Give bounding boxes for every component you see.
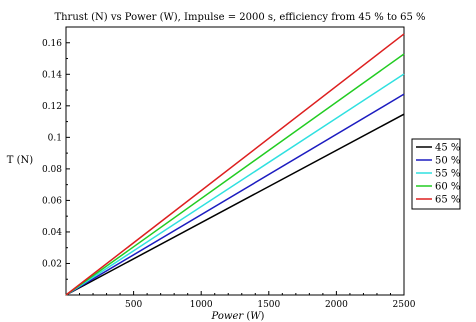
- x-axis-label-unit: W: [250, 311, 261, 322]
- y-axis-ticks: 0.02 0.04 0.06 0.08 0.1 0.12 0.14 0.16: [42, 39, 70, 280]
- y-tick-label: 0.08: [42, 165, 62, 175]
- legend-label: 50 %: [435, 156, 460, 167]
- legend-label: 45 %: [435, 143, 460, 154]
- x-axis-label-close-paren: ): [261, 311, 265, 322]
- legend-label: 65 %: [435, 195, 460, 206]
- y-tick-label: 0.1: [48, 133, 62, 143]
- y-tick-label: 0.14: [42, 70, 62, 80]
- y-tick-label: 0.12: [42, 102, 62, 112]
- y-axis-label: T (N): [7, 155, 34, 166]
- series-line-1: [65, 93, 405, 296]
- x-tick-label: 500: [125, 300, 142, 310]
- legend: 45 % 50 % 55 % 60 % 65 %: [411, 138, 461, 210]
- x-tick-label: 2000: [325, 300, 348, 310]
- series-line-0: [65, 113, 405, 296]
- plot-frame: [65, 26, 405, 296]
- y-tick-label: 0.04: [42, 228, 62, 238]
- legend-label: 55 %: [435, 169, 460, 180]
- x-axis-label-open-paren: (: [246, 311, 250, 322]
- y-tick-label: 0.02: [42, 259, 62, 269]
- x-tick-label: 1500: [257, 300, 280, 310]
- legend-box: [411, 138, 461, 210]
- y-tick-label: 0.06: [42, 196, 62, 206]
- x-axis-label: Power (W): [211, 311, 265, 322]
- x-axis-label-name: Power: [211, 311, 245, 322]
- series-line-2: [65, 73, 405, 296]
- legend-label: 60 %: [435, 182, 460, 193]
- y-tick-label: 0.16: [42, 39, 62, 49]
- series-line-3: [65, 53, 405, 296]
- series-lines: [65, 33, 405, 296]
- chart-title: Thrust (N) vs Power (W), Impulse = 2000 …: [54, 12, 425, 23]
- x-axis-ticks: 500 1000 1500 2000 2500: [79, 291, 416, 310]
- x-tick-label: 1000: [190, 300, 213, 310]
- series-line-4: [65, 33, 405, 296]
- x-tick-label: 2500: [393, 300, 416, 310]
